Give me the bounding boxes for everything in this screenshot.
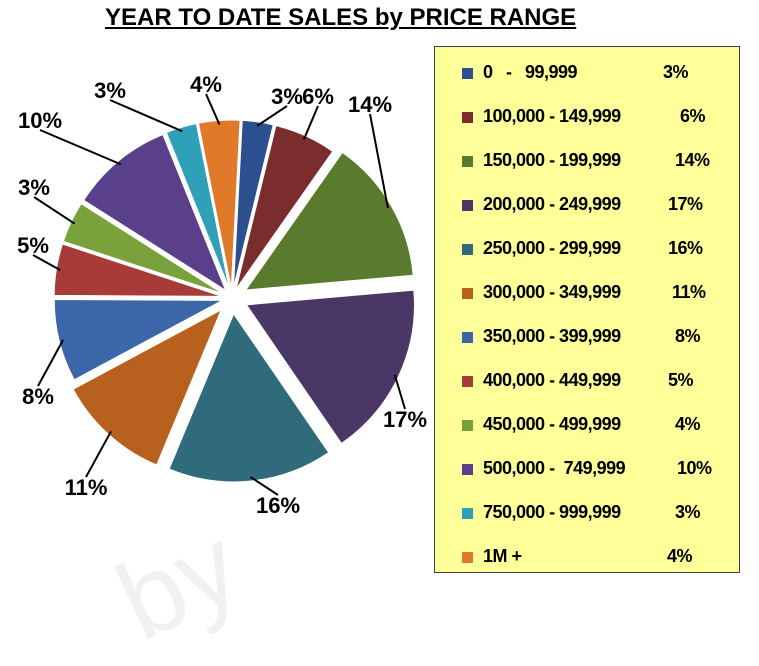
legend-item: 300,000 - 349,999 11% <box>435 281 739 305</box>
slice-percent-label: 4% <box>190 72 222 97</box>
legend-item: 350,000 - 399,999 8% <box>435 325 739 349</box>
legend-swatch <box>462 420 473 431</box>
legend-range-label: 1M + <box>483 546 522 566</box>
pie-slice <box>53 298 223 381</box>
leader-line <box>85 430 112 478</box>
slice-percent-label: 17% <box>383 407 427 432</box>
legend-range-label: 750,000 - 999,999 <box>483 502 621 522</box>
legend-range-label: 350,000 - 399,999 <box>483 326 621 346</box>
pie-slice <box>168 312 330 483</box>
legend-range-label: 400,000 - 449,999 <box>483 370 621 390</box>
legend-percent-label: 5% <box>668 370 694 390</box>
chart-title: YEAR TO DATE SALES by PRICE RANGE <box>105 4 577 31</box>
legend-item: 750,000 - 999,999 3% <box>435 501 739 525</box>
leader-line <box>32 254 61 271</box>
slice-percent-label: 3% <box>94 78 126 103</box>
leader-line <box>37 339 64 387</box>
pie-slice <box>197 119 241 289</box>
legend-item: 1M + 4% <box>435 545 739 569</box>
legend-range-label: 0 - 99,999 <box>483 62 578 82</box>
legend-percent-label: 3% <box>663 62 689 82</box>
legend-swatch <box>462 200 473 211</box>
legend-percent-label: 4% <box>667 546 693 566</box>
slice-percent-label: 5% <box>17 233 49 258</box>
legend-item: 200,000 - 249,999 17% <box>435 193 739 217</box>
legend-item: 100,000 - 149,999 6% <box>435 105 739 129</box>
legend-item: 400,000 - 449,999 5% <box>435 369 739 393</box>
legend-swatch <box>462 68 473 79</box>
legend-range-label: 300,000 - 349,999 <box>483 282 621 302</box>
legend-range-label: 500,000 - 749,999 <box>483 458 626 478</box>
legend-percent-label: 8% <box>675 326 701 346</box>
legend-percent-label: 17% <box>668 194 703 214</box>
slice-percent-label: 10% <box>18 108 62 133</box>
legend-swatch <box>462 112 473 123</box>
leader-line <box>249 476 279 496</box>
slice-percent-label: 11% <box>65 475 108 500</box>
leader-line <box>302 105 319 140</box>
pie-slice <box>83 133 227 292</box>
leader-line <box>393 374 406 410</box>
pie-slice <box>245 289 415 445</box>
legend-range-label: 450,000 - 499,999 <box>483 414 621 434</box>
legend-item: 150,000 - 199,999 14% <box>435 149 739 173</box>
legend-range-label: 150,000 - 199,999 <box>483 150 621 170</box>
legend-percent-label: 14% <box>675 150 710 170</box>
legend-percent-label: 6% <box>680 106 706 126</box>
legend-percent-label: 11% <box>672 282 706 302</box>
legend-swatch <box>462 332 473 343</box>
legend-swatch <box>462 156 473 167</box>
leader-line <box>39 129 122 166</box>
leader-line <box>369 113 389 209</box>
slice-percent-label: 3% <box>18 175 50 200</box>
slice-percent-label: 8% <box>22 384 54 409</box>
leader-line <box>33 196 76 225</box>
legend-swatch <box>462 508 473 519</box>
leader-line <box>205 93 221 125</box>
legend-range-label: 100,000 - 149,999 <box>483 106 621 126</box>
legend-item: 500,000 - 749,999 10% <box>435 457 739 481</box>
legend-swatch <box>462 244 473 255</box>
legend-item: 450,000 - 499,999 4% <box>435 413 739 437</box>
slice-percent-label: 6% <box>302 84 334 109</box>
legend-percent-label: 3% <box>675 502 701 522</box>
pie-slice <box>53 243 223 297</box>
leader-line <box>256 105 288 127</box>
legend-swatch <box>462 552 473 563</box>
pie-slice <box>165 123 230 289</box>
slice-percent-label: 16% <box>256 493 300 518</box>
legend-item: 0 - 99,999 3% <box>435 61 739 85</box>
legend-percent-label: 16% <box>668 238 703 258</box>
leader-line <box>109 99 183 133</box>
pie-slice <box>244 151 414 291</box>
chart-legend: 0 - 99,999 3% 100,000 - 149,999 6% 150,000 -… <box>434 46 740 573</box>
legend-percent-label: 4% <box>675 414 701 434</box>
legend-range-label: 200,000 - 249,999 <box>483 194 621 214</box>
slice-percent-label: 14% <box>348 92 392 117</box>
legend-item: 250,000 - 299,999 16% <box>435 237 739 261</box>
legend-percent-label: 10% <box>677 458 712 478</box>
pie-slice <box>232 119 274 289</box>
legend-swatch <box>462 464 473 475</box>
legend-swatch <box>462 376 473 387</box>
slice-percent-label: 3% <box>271 84 303 109</box>
legend-swatch <box>462 288 473 299</box>
legend-range-label: 250,000 - 299,999 <box>483 238 621 258</box>
pie-chart: 3% 6% 14%17%16%11%8%5%3%10%3% 4% <box>17 72 427 518</box>
